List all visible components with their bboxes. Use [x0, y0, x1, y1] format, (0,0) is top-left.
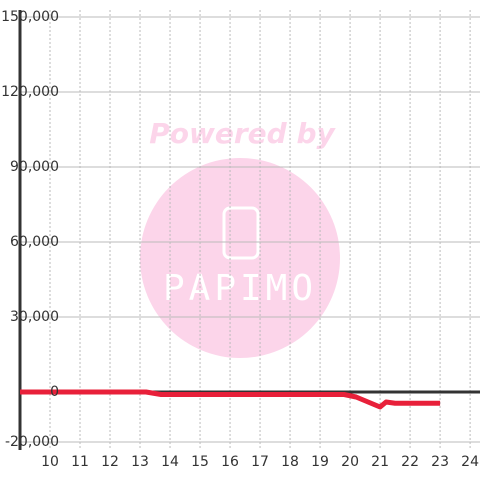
x-tick-label: 12 [101, 454, 119, 470]
x-tick-label: 14 [161, 454, 179, 470]
x-tick-label: 19 [311, 454, 329, 470]
x-tick-label: 11 [71, 454, 89, 470]
watermark-logo: PAPIMO [163, 268, 317, 309]
watermark-phone [222, 206, 260, 260]
watermark: Powered by PAPIMO [140, 117, 340, 358]
data-line [20, 389, 441, 410]
y-tick-label: 90,000 [10, 159, 59, 175]
x-tick-label: 21 [371, 454, 389, 470]
x-tick-label: 23 [431, 454, 449, 470]
y-tick-label: 30,000 [10, 309, 59, 325]
x-tick-label: 15 [191, 454, 209, 470]
y-tick-label: -20,000 [5, 434, 59, 450]
x-tick-label: 17 [251, 454, 269, 470]
x-tick-label: 18 [281, 454, 299, 470]
y-tick-label: 150,000 [1, 9, 59, 25]
x-tick-label: 22 [401, 454, 419, 470]
x-tick-label: 16 [221, 454, 239, 470]
x-tick-label: 10 [41, 454, 59, 470]
y-tick-label: 60,000 [10, 234, 59, 250]
watermark-text: Powered by [149, 117, 336, 150]
x-tick-label: 20 [341, 454, 359, 470]
y-tick-label: 120,000 [1, 84, 59, 100]
y-tick-label: 0 [50, 384, 59, 400]
x-tick-label: 24 [461, 454, 479, 470]
x-tick-label: 13 [131, 454, 149, 470]
